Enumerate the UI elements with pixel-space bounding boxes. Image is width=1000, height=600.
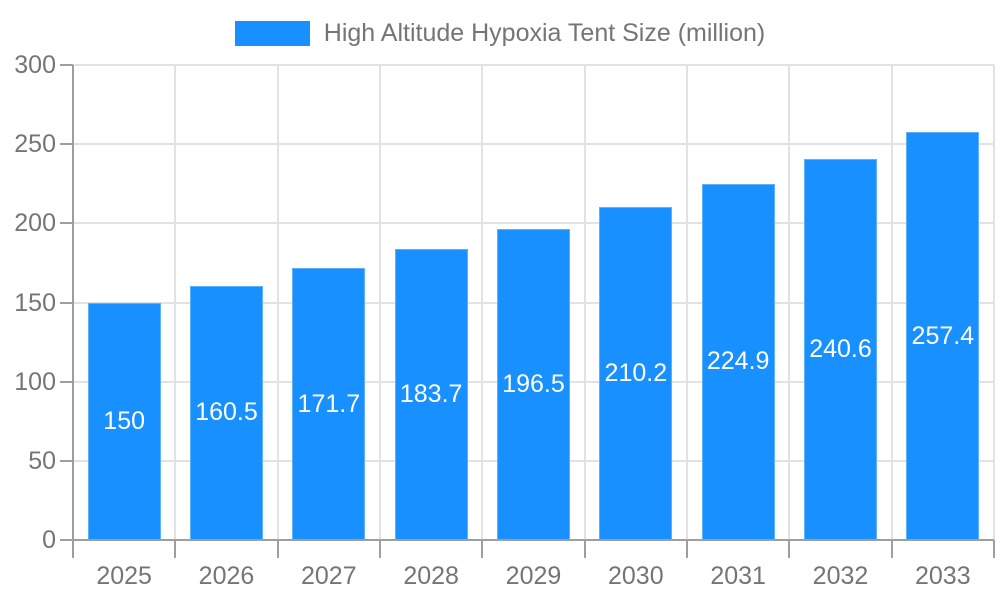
bar[interactable]: 160.5 [190,285,263,540]
x-axis-label: 2027 [301,562,357,590]
y-axis-label: 100 [14,367,56,396]
x-axis-tick [583,540,586,558]
y-axis-tick [60,459,73,462]
bar-value-label: 196.5 [502,369,565,398]
bar[interactable]: 224.9 [701,183,775,540]
x-axis-tick [174,540,177,558]
y-axis-label: 300 [14,51,56,79]
y-axis-tick [60,64,73,66]
gridline-horizontal [73,222,994,225]
x-axis-label: 2029 [505,562,562,590]
gridline-vertical [890,65,893,540]
x-axis-tick [890,540,893,558]
gridline-vertical [686,65,688,540]
bar[interactable]: 257.4 [906,132,980,540]
gridline-vertical [481,65,484,540]
y-axis-tick [60,380,73,383]
x-axis-label: 2026 [198,562,255,590]
gridline-vertical [583,65,586,540]
plot-area: 150 160.5 171.7 183.7 196.5 210.2 224.9 240.6 25… [73,64,995,540]
gridline-vertical [788,65,791,540]
x-axis-label: 2028 [403,562,459,590]
gridline-vertical [379,65,381,540]
x-axis-tick [686,540,688,558]
bar-value-label: 210.2 [604,359,668,388]
y-axis-tick [60,143,73,146]
y-axis-label: 50 [28,446,56,475]
bar-value-label: 257.4 [911,321,975,350]
x-axis-tick [993,540,995,558]
x-axis-label: 2030 [608,562,664,590]
bar-value-label: 183.7 [399,380,463,409]
legend-label[interactable]: High Altitude Hypoxia Tent Size (million… [323,18,766,47]
bar-value-label: 150 [103,406,146,435]
y-axis-label: 250 [14,130,56,159]
x-axis-tick [788,540,791,558]
bar-value-label: 224.9 [706,347,770,376]
x-axis-line [60,539,994,541]
y-axis-tick [60,222,73,225]
gridline-vertical [276,65,279,540]
x-axis-tick [481,540,484,558]
y-axis-label: 0 [42,526,56,554]
x-axis-label: 2031 [710,562,766,590]
x-axis-tick [276,540,279,558]
bar[interactable]: 183.7 [394,249,468,540]
y-axis-tick [60,301,73,304]
legend-swatch[interactable] [234,20,310,46]
gridline-vertical [174,65,177,540]
y-axis-label: 200 [14,209,56,238]
bar-value-label: 240.6 [809,335,872,364]
bar[interactable]: 210.2 [599,207,673,540]
y-axis-label: 150 [14,288,56,317]
y-axis-line [72,65,74,558]
x-axis-label: 2033 [915,562,971,590]
x-axis-label: 2032 [812,562,869,590]
gridline-horizontal [73,64,994,66]
bar[interactable]: 196.5 [497,228,570,540]
bar[interactable]: 150 [87,302,161,540]
bar-value-label: 171.7 [297,389,361,418]
legend: High Altitude Hypoxia Tent Size (million… [0,16,1000,50]
gridline-vertical [993,65,995,540]
bar-value-label: 160.5 [195,398,258,427]
x-axis-tick [379,540,381,558]
bar[interactable]: 240.6 [804,159,877,540]
x-axis-label: 2025 [96,562,152,590]
gridline-horizontal [73,143,994,146]
bar[interactable]: 171.7 [292,268,366,540]
